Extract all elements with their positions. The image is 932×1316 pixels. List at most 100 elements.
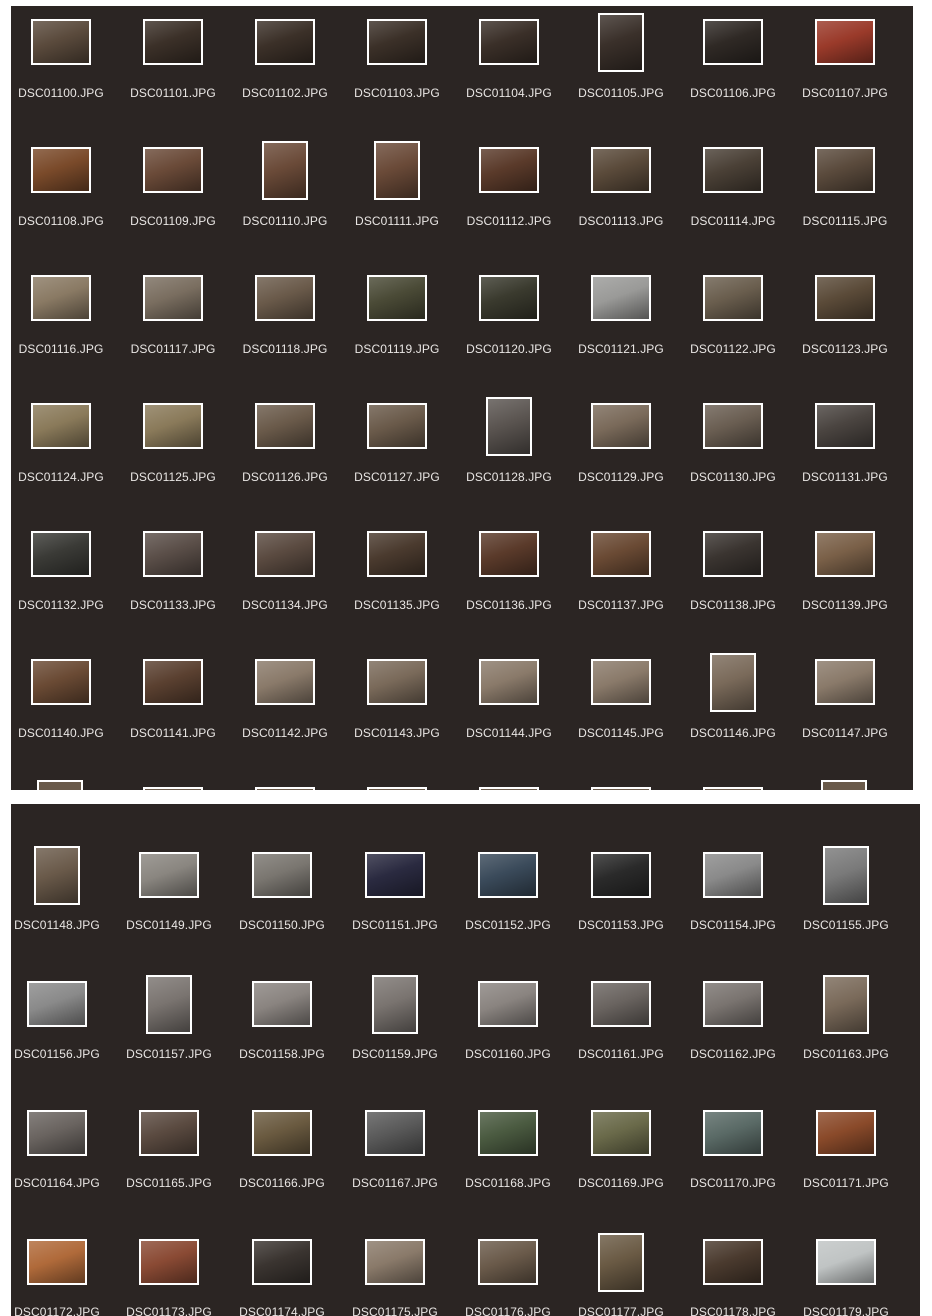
file-item[interactable]: DSC01165.JPG <box>113 1107 225 1235</box>
file-thumbnail-partial[interactable] <box>479 787 539 790</box>
file-thumbnail[interactable] <box>591 531 651 577</box>
file-item[interactable]: DSC01143.JPG <box>341 656 453 784</box>
file-thumbnail[interactable] <box>591 659 651 705</box>
file-item[interactable]: DSC01120.JPG <box>453 272 565 400</box>
file-thumbnail[interactable] <box>367 19 427 65</box>
file-item[interactable]: DSC01166.JPG <box>226 1107 338 1235</box>
file-thumbnail[interactable] <box>252 1239 312 1285</box>
file-item[interactable]: DSC01167.JPG <box>339 1107 451 1235</box>
file-item[interactable]: DSC01136.JPG <box>453 528 565 656</box>
file-thumbnail[interactable] <box>139 1110 199 1156</box>
file-item[interactable]: DSC01118.JPG <box>229 272 341 400</box>
file-thumbnail-partial[interactable] <box>37 780 83 790</box>
file-thumbnail[interactable] <box>591 403 651 449</box>
file-item[interactable]: DSC01122.JPG <box>677 272 789 400</box>
file-thumbnail[interactable] <box>591 275 651 321</box>
file-thumbnail[interactable] <box>365 1110 425 1156</box>
file-thumbnail-partial[interactable] <box>591 787 651 790</box>
file-item[interactable]: DSC01112.JPG <box>453 144 565 272</box>
file-thumbnail[interactable] <box>31 531 91 577</box>
file-thumbnail[interactable] <box>34 845 80 905</box>
file-item[interactable]: DSC01161.JPG <box>565 978 677 1106</box>
file-thumbnail[interactable] <box>143 659 203 705</box>
file-item[interactable]: DSC01146.JPG <box>677 652 789 784</box>
file-thumbnail[interactable] <box>143 531 203 577</box>
file-item[interactable]: DSC01130.JPG <box>677 400 789 528</box>
file-thumbnail[interactable] <box>367 659 427 705</box>
file-item[interactable]: DSC01132.JPG <box>11 528 117 656</box>
file-thumbnail[interactable] <box>365 1239 425 1285</box>
file-thumbnail[interactable] <box>146 974 192 1034</box>
file-item[interactable]: DSC01102.JPG <box>229 16 341 144</box>
file-item[interactable]: DSC01107.JPG <box>789 16 901 144</box>
file-item[interactable]: DSC01163.JPG <box>790 974 902 1106</box>
file-item[interactable]: DSC01142.JPG <box>229 656 341 784</box>
file-item[interactable]: DSC01108.JPG <box>11 144 117 272</box>
file-thumbnail[interactable] <box>703 19 763 65</box>
file-item[interactable]: DSC01178.JPG <box>677 1236 789 1316</box>
file-thumbnail[interactable] <box>31 275 91 321</box>
file-item[interactable]: DSC01171.JPG <box>790 1107 902 1235</box>
file-item[interactable]: DSC01159.JPG <box>339 974 451 1106</box>
file-item[interactable]: DSC01174.JPG <box>226 1236 338 1316</box>
file-thumbnail[interactable] <box>478 852 538 898</box>
file-thumbnail[interactable] <box>598 1232 644 1292</box>
file-thumbnail[interactable] <box>374 140 420 200</box>
file-item[interactable]: DSC01176.JPG <box>452 1236 564 1316</box>
file-thumbnail[interactable] <box>31 403 91 449</box>
file-item[interactable]: DSC01170.JPG <box>677 1107 789 1235</box>
file-item[interactable]: DSC01134.JPG <box>229 528 341 656</box>
file-thumbnail[interactable] <box>478 1239 538 1285</box>
file-thumbnail[interactable] <box>143 19 203 65</box>
file-thumbnail[interactable] <box>255 275 315 321</box>
file-thumbnail[interactable] <box>816 1239 876 1285</box>
file-item[interactable]: DSC01148.JPG <box>11 845 113 977</box>
file-thumbnail[interactable] <box>255 19 315 65</box>
file-thumbnail[interactable] <box>710 652 756 712</box>
file-thumbnail[interactable] <box>252 1110 312 1156</box>
file-thumbnail[interactable] <box>823 974 869 1034</box>
file-item[interactable]: DSC01150.JPG <box>226 849 338 977</box>
file-item[interactable]: DSC01168.JPG <box>452 1107 564 1235</box>
file-item[interactable]: DSC01135.JPG <box>341 528 453 656</box>
file-item[interactable]: DSC01106.JPG <box>677 16 789 144</box>
file-thumbnail-partial[interactable] <box>821 780 867 790</box>
file-thumbnail[interactable] <box>143 147 203 193</box>
file-item[interactable]: DSC01111.JPG <box>341 140 453 272</box>
file-thumbnail[interactable] <box>255 531 315 577</box>
file-thumbnail[interactable] <box>31 147 91 193</box>
file-thumbnail[interactable] <box>143 275 203 321</box>
file-thumbnail[interactable] <box>27 1239 87 1285</box>
file-thumbnail[interactable] <box>27 1110 87 1156</box>
file-item[interactable]: DSC01153.JPG <box>565 849 677 977</box>
file-thumbnail[interactable] <box>703 1110 763 1156</box>
file-item[interactable]: DSC01128.JPG <box>453 396 565 528</box>
file-thumbnail[interactable] <box>367 275 427 321</box>
file-thumbnail[interactable] <box>479 531 539 577</box>
file-item[interactable]: DSC01123.JPG <box>789 272 901 400</box>
file-item[interactable]: DSC01147.JPG <box>789 656 901 784</box>
file-item[interactable]: DSC01113.JPG <box>565 144 677 272</box>
file-item[interactable]: DSC01105.JPG <box>565 12 677 144</box>
file-item[interactable]: DSC01126.JPG <box>229 400 341 528</box>
file-item[interactable]: DSC01164.JPG <box>11 1107 113 1235</box>
file-item[interactable]: DSC01110.JPG <box>229 140 341 272</box>
file-item[interactable]: DSC01109.JPG <box>117 144 229 272</box>
file-thumbnail[interactable] <box>591 147 651 193</box>
file-thumbnail[interactable] <box>255 659 315 705</box>
file-item[interactable]: DSC01151.JPG <box>339 849 451 977</box>
file-item[interactable]: DSC01157.JPG <box>113 974 225 1106</box>
file-thumbnail[interactable] <box>365 852 425 898</box>
file-item[interactable]: DSC01177.JPG <box>565 1232 677 1316</box>
file-thumbnail[interactable] <box>703 981 763 1027</box>
file-thumbnail[interactable] <box>815 147 875 193</box>
file-item[interactable]: DSC01139.JPG <box>789 528 901 656</box>
file-thumbnail[interactable] <box>479 275 539 321</box>
file-item[interactable]: DSC01162.JPG <box>677 978 789 1106</box>
file-thumbnail[interactable] <box>486 396 532 456</box>
file-item[interactable]: DSC01115.JPG <box>789 144 901 272</box>
file-item[interactable]: DSC01116.JPG <box>11 272 117 400</box>
file-item[interactable]: DSC01160.JPG <box>452 978 564 1106</box>
file-thumbnail[interactable] <box>139 1239 199 1285</box>
file-item[interactable]: DSC01137.JPG <box>565 528 677 656</box>
